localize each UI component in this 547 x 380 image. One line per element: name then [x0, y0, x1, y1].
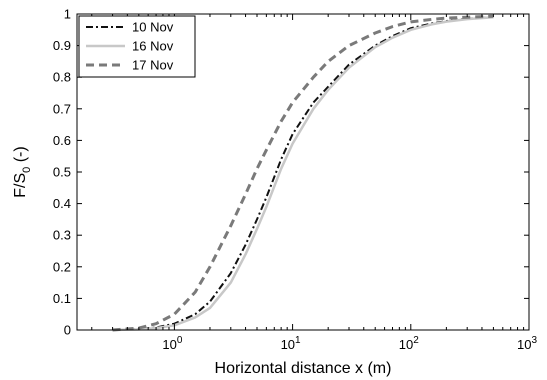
y-tick-label: 0 [64, 323, 71, 338]
legend-label: 16 Nov [132, 39, 174, 54]
legend-label: 17 Nov [132, 58, 174, 73]
y-tick-label: 0.2 [53, 259, 71, 274]
series-line-16-nov [112, 15, 494, 332]
legend: 10 Nov 16 Nov 17 Nov [78, 15, 196, 78]
y-tick-label: 0.3 [53, 228, 71, 243]
x-tick-label: 103 [517, 335, 537, 352]
y-axis-label-prefix: F/S [12, 173, 29, 198]
y-axis-label-subscript: 0 [21, 167, 33, 173]
y-tick-label: 0.4 [53, 196, 71, 211]
x-tick-label: 101 [281, 335, 301, 352]
y-axis-label-suffix: (-) [12, 146, 29, 166]
x-tick-label: 102 [399, 335, 419, 352]
y-axis-label: F/S0 (-) [12, 146, 33, 197]
y-tick-label: 0.8 [53, 70, 71, 85]
y-tick-label: 0.5 [53, 165, 71, 180]
y-tick-label: 0.1 [53, 291, 71, 306]
x-tick-label: 100 [162, 335, 182, 352]
y-tick-label: 0.6 [53, 133, 71, 148]
series-line-17-nov [112, 14, 494, 332]
x-axis-label: Horizontal distance x (m) [215, 360, 392, 377]
legend-label: 10 Nov [132, 20, 174, 35]
y-tick-label: 1 [64, 7, 71, 22]
series-lines [112, 14, 494, 332]
y-tick-label: 0.7 [53, 101, 71, 116]
axis-ticks: 0 0.1 0.2 0.3 0.4 0.5 0.6 0.7 0.8 0.9 1 100 101 102 10… [53, 7, 538, 353]
y-tick-label: 0.9 [53, 38, 71, 53]
